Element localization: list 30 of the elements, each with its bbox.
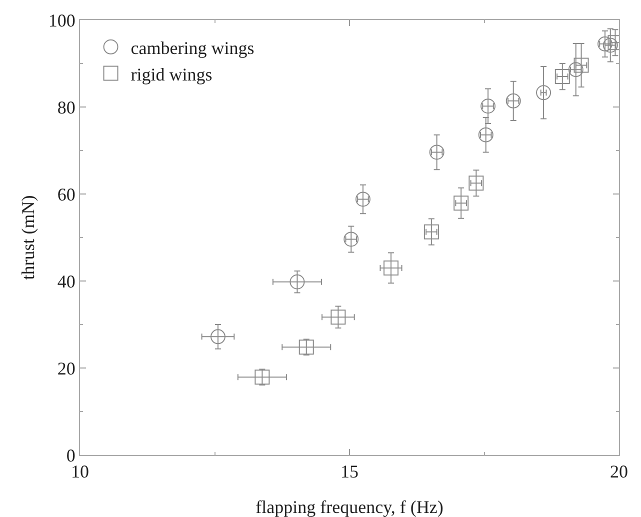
point xyxy=(355,192,370,207)
point xyxy=(254,370,270,385)
x-tick-label: 15 xyxy=(340,462,358,482)
legend-label: rigid wings xyxy=(130,64,212,84)
point xyxy=(290,274,305,290)
legend-label: cambering wings xyxy=(130,38,254,58)
point xyxy=(480,98,496,114)
x-axis-title: flapping frequency, f (Hz) xyxy=(256,497,444,517)
y-tick-label: 100 xyxy=(48,10,76,30)
point xyxy=(468,176,484,191)
point xyxy=(384,260,398,276)
point xyxy=(506,93,521,108)
point xyxy=(574,58,589,73)
point xyxy=(536,85,552,100)
y-tick-label: 20 xyxy=(57,358,76,378)
y-tick-label: 60 xyxy=(57,184,76,204)
point xyxy=(602,38,618,53)
point xyxy=(210,329,226,344)
point xyxy=(454,196,469,211)
point xyxy=(429,144,444,160)
point xyxy=(597,36,612,52)
y-tick-label: 80 xyxy=(57,97,76,118)
x-tick-label: 20 xyxy=(610,462,628,482)
point xyxy=(298,340,314,355)
point xyxy=(424,224,439,240)
y-tick-label: 40 xyxy=(57,271,76,292)
y-axis-title: thrust (mN) xyxy=(18,195,38,280)
point xyxy=(330,310,346,325)
point xyxy=(478,127,494,142)
point xyxy=(344,232,359,247)
